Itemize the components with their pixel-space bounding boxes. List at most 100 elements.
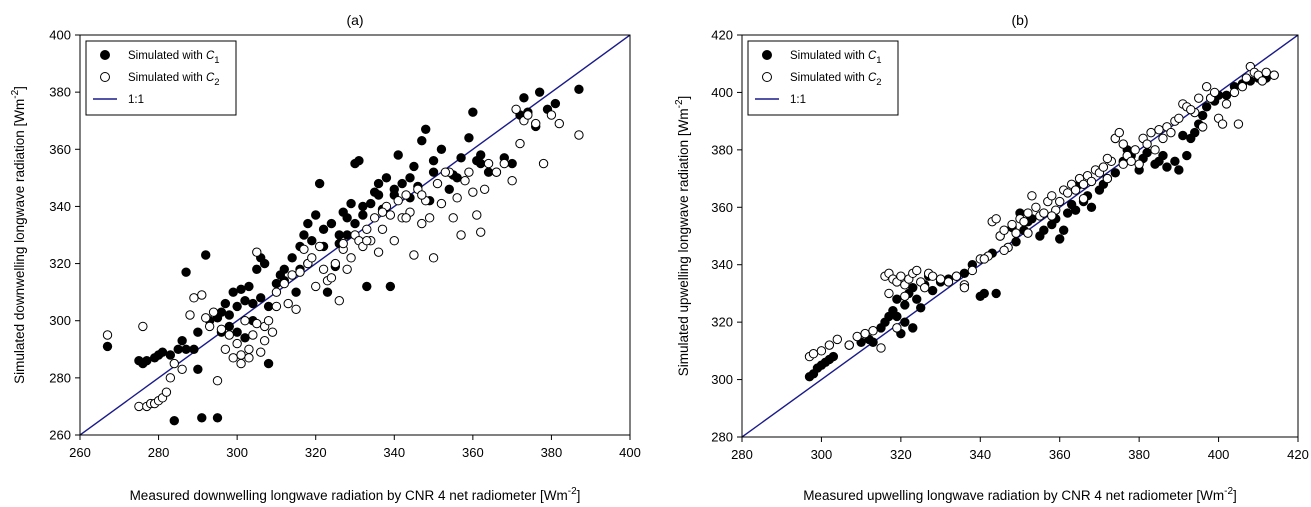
- point-c1: [350, 218, 360, 229]
- point-c2: [927, 271, 938, 281]
- point-c1: [291, 287, 301, 297]
- point-c2: [1269, 70, 1279, 80]
- point-c1: [314, 178, 325, 189]
- point-c1: [436, 144, 447, 154]
- point-c1: [173, 344, 183, 354]
- point-c2: [1039, 208, 1049, 218]
- point-c1: [1170, 156, 1180, 167]
- point-c2: [1023, 228, 1033, 238]
- point-c2: [1150, 145, 1160, 155]
- y-tick-label: 320: [711, 315, 733, 330]
- point-c2: [318, 264, 329, 274]
- point-c1: [916, 303, 926, 313]
- point-c1: [1070, 205, 1081, 215]
- point-c2: [1217, 119, 1228, 129]
- point-c2: [1158, 133, 1168, 144]
- x-tick-label: 400: [1208, 447, 1230, 462]
- point-c2: [440, 167, 451, 177]
- point-c1: [428, 156, 439, 166]
- point-c1: [409, 161, 419, 172]
- point-c1: [373, 190, 384, 200]
- point-c2: [248, 330, 258, 340]
- point-c2: [1118, 139, 1128, 149]
- point-c1: [1110, 168, 1121, 178]
- y-tick-label: 320: [49, 256, 71, 271]
- legend-label-sub: 1: [214, 55, 219, 66]
- point-c2: [967, 265, 978, 276]
- point-c2: [979, 254, 989, 264]
- point-c1: [385, 281, 396, 292]
- point-c2: [401, 190, 411, 200]
- y-tick-label: 380: [49, 85, 71, 100]
- point-c1: [574, 84, 584, 94]
- point-c2: [424, 213, 435, 223]
- point-c2: [256, 347, 266, 357]
- point-c2: [377, 224, 388, 234]
- y-tick-label: 260: [49, 428, 71, 443]
- legend-box: [85, 40, 237, 116]
- point-c1: [483, 167, 494, 177]
- y-tick-label: 280: [711, 430, 733, 445]
- point-c1: [444, 184, 454, 194]
- x-axis-title-exp: -2: [1224, 486, 1233, 497]
- point-c1: [362, 281, 372, 292]
- y-axis-title-text: Simulated upwelling longwave radiation […: [676, 108, 691, 376]
- point-c1: [201, 250, 211, 260]
- point-c2: [491, 167, 502, 177]
- y-tick-label: 340: [711, 257, 733, 272]
- point-c2: [232, 338, 242, 349]
- point-c2: [169, 358, 179, 369]
- data-points: [804, 61, 1279, 382]
- point-c1: [534, 87, 545, 97]
- point-c2: [1047, 211, 1057, 221]
- point-c2: [271, 301, 282, 312]
- point-c2: [531, 118, 541, 129]
- point-c1: [908, 323, 918, 333]
- point-c1: [1011, 237, 1021, 247]
- point-c1: [550, 98, 561, 109]
- y-axis-title-exp: -2: [674, 99, 685, 108]
- y-axis-title: Simulated upwelling longwave radiation […: [674, 96, 691, 377]
- point-c2: [244, 353, 254, 363]
- point-c1: [358, 201, 368, 212]
- point-c2: [134, 401, 144, 412]
- point-c2: [197, 290, 207, 300]
- legend-label-var: C: [206, 50, 215, 62]
- point-c2: [224, 330, 234, 340]
- point-c2: [299, 244, 309, 254]
- point-c1: [342, 230, 352, 240]
- point-c2: [314, 241, 325, 252]
- point-c1: [507, 158, 517, 169]
- point-c2: [259, 336, 270, 346]
- point-c2: [307, 253, 317, 263]
- point-c2: [868, 326, 878, 336]
- x-axis-title-close: ]: [1233, 488, 1237, 503]
- chart-panel-a: (a) 260 280 300 320 340 360 380 400 260 280 300 320 3…: [10, 12, 641, 503]
- point-c1: [381, 173, 392, 183]
- point-c2: [373, 247, 384, 257]
- point-c1: [102, 341, 113, 352]
- point-c1: [1182, 150, 1192, 161]
- legend-label-text: Simulated with: [790, 50, 868, 62]
- point-c2: [538, 158, 549, 169]
- legend-label: Simulated with C2: [790, 72, 882, 88]
- x-tick-label: 320: [305, 445, 327, 460]
- point-c1: [912, 294, 922, 304]
- x-tick-label: 340: [969, 447, 991, 462]
- point-c1: [279, 264, 289, 274]
- point-c2: [362, 224, 372, 234]
- point-c2: [236, 350, 246, 360]
- point-c1: [138, 358, 148, 369]
- point-c1: [476, 150, 486, 160]
- point-c1: [1174, 165, 1184, 175]
- point-c2: [252, 318, 262, 329]
- point-c1: [405, 173, 415, 183]
- legend-label: Simulated with C2: [128, 72, 220, 88]
- point-c2: [1130, 145, 1140, 155]
- point-c1: [1086, 202, 1097, 212]
- point-c1: [1142, 148, 1152, 158]
- y-axis-title-text: Simulated downwelling longwave radiation…: [12, 99, 27, 384]
- x-tick-label: 360: [462, 445, 484, 460]
- point-c2: [389, 236, 399, 246]
- point-c2: [1233, 119, 1244, 129]
